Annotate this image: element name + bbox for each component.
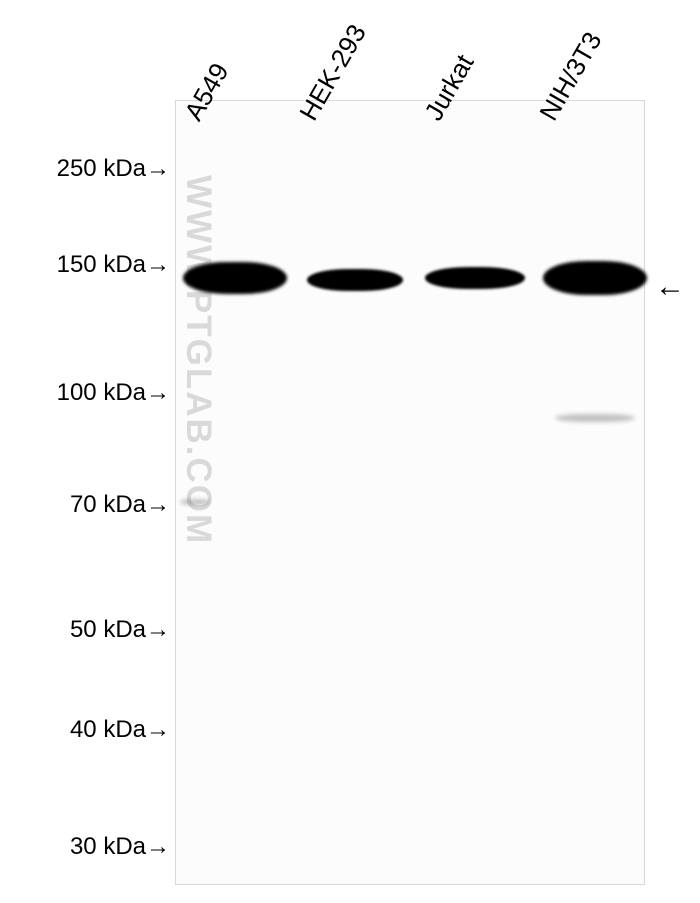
arrow-right-icon: → — [146, 616, 170, 643]
blot-band — [307, 269, 403, 291]
watermark-text: WWW.PTGLAB.COM — [178, 175, 218, 545]
arrow-right-icon: → — [146, 491, 170, 518]
arrow-right-icon: → — [146, 716, 170, 743]
mw-label: 100 kDa→ — [10, 379, 170, 407]
blot-membrane — [175, 100, 645, 885]
mw-label: 70 kDa→ — [10, 491, 170, 519]
arrow-right-icon: → — [146, 833, 170, 860]
arrow-right-icon: → — [146, 155, 170, 182]
western-blot-figure: WWW.PTGLAB.COM A549 HEK-293 Jurkat NIH/3… — [0, 0, 700, 903]
blot-band — [183, 262, 287, 294]
arrow-right-icon: → — [146, 251, 170, 278]
blot-band — [543, 261, 647, 295]
blot-band — [180, 499, 210, 505]
mw-label: 50 kDa→ — [10, 616, 170, 644]
blot-band — [425, 267, 525, 289]
target-arrow-icon: ← — [655, 270, 685, 304]
mw-label: 30 kDa→ — [10, 833, 170, 861]
arrow-right-icon: → — [146, 379, 170, 406]
mw-label: 250 kDa→ — [10, 155, 170, 183]
mw-label: 40 kDa→ — [10, 716, 170, 744]
blot-band — [555, 414, 635, 422]
mw-label: 150 kDa→ — [10, 251, 170, 279]
